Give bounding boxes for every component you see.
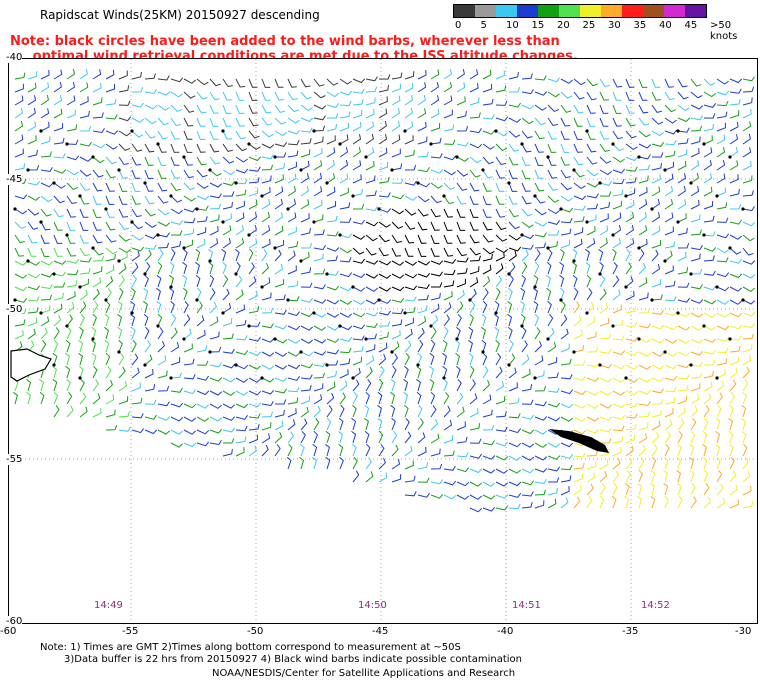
legend-label: 20 — [557, 20, 570, 31]
footer-credit: NOAA/NESDIS/Center for Satellite Applica… — [212, 668, 516, 679]
legend-swatch — [664, 5, 685, 17]
legend-swatch — [685, 5, 706, 17]
time-label: 14:49 — [94, 600, 123, 611]
legend-label: 15 — [531, 20, 545, 31]
legend-label: 10 — [506, 20, 519, 31]
legend-swatches — [453, 4, 707, 18]
x-tick-label: -35 — [622, 626, 639, 637]
legend-swatch — [622, 5, 643, 17]
red-note-line1: Note: black circles have been added to t… — [10, 34, 560, 49]
x-tick-label: -55 — [122, 626, 139, 637]
legend-swatch — [538, 5, 559, 17]
x-tick-label: -45 — [372, 626, 389, 637]
legend-swatch — [496, 5, 517, 17]
map-title: Rapidscat Winds(25KM) 20150927 descendin… — [40, 8, 320, 22]
legend-swatch — [475, 5, 496, 17]
legend-swatch — [559, 5, 580, 17]
y-tick-label: -45 — [6, 174, 23, 185]
y-tick-label: -60 — [6, 616, 23, 627]
falkland-islands-outline — [10, 348, 52, 382]
legend-labels: 0 5 10 15 20 25 30 35 40 45 >50 knots — [453, 18, 737, 42]
wind-barb-field — [9, 59, 757, 623]
wind-barbs — [13, 68, 756, 513]
legend-label: 35 — [633, 20, 647, 31]
legend-label: 45 — [684, 20, 698, 31]
legend-swatch — [601, 5, 622, 17]
y-tick-label: -50 — [6, 304, 23, 315]
x-tick-label: -50 — [247, 626, 264, 637]
legend-swatch — [517, 5, 538, 17]
footer-line2: 3)Data buffer is 22 hrs from 20150927 4)… — [64, 654, 522, 665]
legend-label: 40 — [659, 20, 672, 31]
time-label: 14:51 — [512, 600, 541, 611]
legend-swatch — [454, 5, 475, 17]
x-tick-label: -60 — [0, 626, 17, 637]
legend-label: >50 knots — [710, 20, 738, 42]
y-tick-label: -40 — [6, 52, 23, 63]
x-tick-label: -40 — [497, 626, 514, 637]
legend-label: 30 — [608, 20, 621, 31]
legend-label: 5 — [480, 20, 487, 31]
wind-map — [8, 58, 758, 624]
legend-swatch — [580, 5, 601, 17]
y-tick-label: -55 — [6, 454, 23, 465]
legend-swatch — [643, 5, 664, 17]
south-georgia-outline — [549, 429, 609, 453]
legend-label: 25 — [582, 20, 596, 31]
x-tick-label: -30 — [735, 626, 752, 637]
time-label: 14:52 — [641, 600, 670, 611]
footer-line1: Note: 1) Times are GMT 2)Times along bot… — [40, 642, 461, 653]
color-legend: 0 5 10 15 20 25 30 35 40 45 >50 knots — [453, 4, 737, 42]
time-label: 14:50 — [358, 600, 387, 611]
legend-label: 0 — [455, 20, 462, 31]
